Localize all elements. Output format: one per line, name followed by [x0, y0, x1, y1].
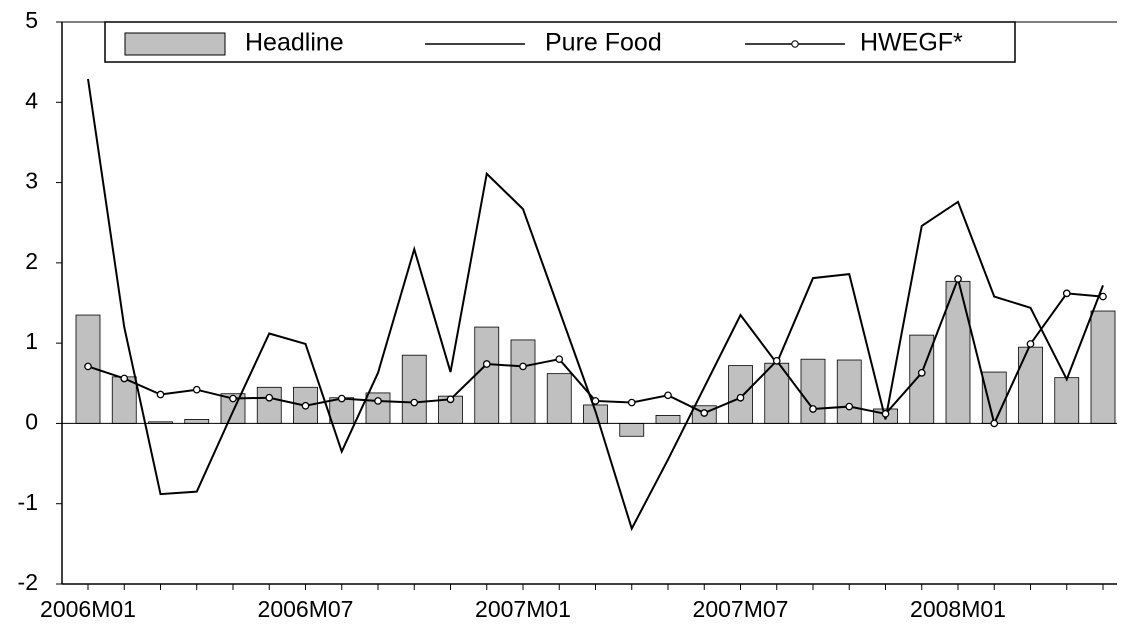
- bar: [184, 419, 210, 424]
- marker: [664, 391, 672, 400]
- bar: [800, 358, 826, 424]
- bar: [619, 423, 645, 437]
- y-tick-label: 1: [25, 328, 38, 354]
- marker: [410, 398, 419, 407]
- x-tick-label: 2007M07: [693, 596, 789, 622]
- marker: [229, 394, 237, 403]
- bar: [1090, 310, 1116, 424]
- marker: [120, 374, 129, 383]
- bar: [546, 373, 572, 424]
- line: [87, 78, 1104, 532]
- marker: [265, 393, 274, 402]
- marker: [1062, 289, 1071, 298]
- marker: [700, 409, 709, 417]
- marker: [772, 356, 781, 365]
- bar: [945, 280, 971, 424]
- y-tick-label: 0: [25, 409, 38, 435]
- marker: [809, 405, 817, 413]
- marker: [84, 362, 92, 371]
- marker: [374, 397, 382, 405]
- bar: [111, 376, 137, 424]
- bar: [655, 414, 681, 424]
- marker: [736, 393, 745, 402]
- x-tick-label: 2006M07: [258, 596, 354, 622]
- y-tick-label: 5: [25, 7, 38, 33]
- y-tick-label: -1: [18, 489, 38, 515]
- bar: [510, 339, 536, 424]
- y-tick-label: -2: [18, 569, 38, 595]
- bar: [836, 359, 862, 424]
- marker: [881, 409, 890, 418]
- y-tick-label: 4: [25, 87, 38, 113]
- marker: [627, 398, 636, 407]
- bar: [474, 326, 500, 424]
- marker: [555, 355, 564, 364]
- marker: [1026, 340, 1035, 348]
- bar: [401, 354, 427, 424]
- marker: [990, 419, 999, 428]
- bar: [293, 386, 318, 424]
- marker: [337, 394, 346, 403]
- bar: [256, 386, 282, 424]
- marker: [519, 362, 527, 371]
- marker: [482, 360, 491, 368]
- marker: [446, 395, 455, 404]
- marker: [591, 397, 600, 405]
- legend-label: HWEGF*: [860, 29, 963, 57]
- marker: [954, 275, 962, 283]
- y-tick-label: 3: [25, 168, 38, 194]
- x-tick-label: 2006M01: [40, 596, 136, 622]
- legend-swatch: [124, 32, 226, 56]
- bar: [1018, 346, 1043, 424]
- legend-box: [104, 21, 1016, 63]
- marker: [917, 368, 926, 377]
- legend-label: Headline: [245, 29, 344, 57]
- x-tick-label: 2007M01: [475, 596, 571, 622]
- bar: [1054, 377, 1080, 424]
- y-tick-label: 2: [25, 248, 38, 274]
- x-tick-label: 2008M01: [910, 596, 1006, 622]
- marker: [192, 385, 201, 394]
- marker: [845, 402, 854, 411]
- bar: [981, 371, 1007, 424]
- marker: [301, 401, 310, 410]
- legend-label: Pure Food: [545, 29, 662, 57]
- marker: [1099, 292, 1107, 301]
- marker: [156, 390, 165, 399]
- legend-marker: [791, 40, 799, 48]
